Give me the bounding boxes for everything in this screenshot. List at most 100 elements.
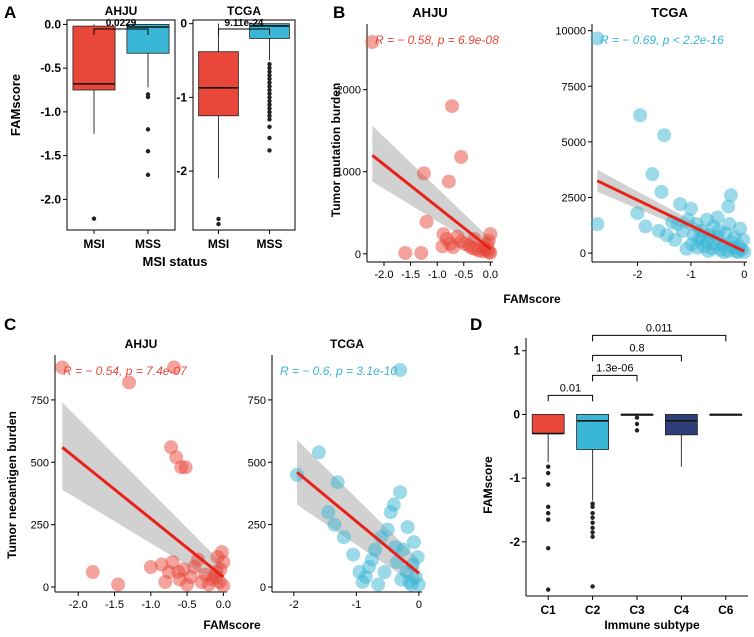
box-outlier-point [590, 525, 595, 531]
scatter-point [55, 360, 70, 375]
scatter-point [365, 35, 380, 50]
correlation-annotation: R = − 0.6, p = 3.1e-10 [280, 364, 397, 378]
box-outlier-point [546, 510, 551, 516]
box-outlier-point [267, 69, 272, 74]
scatter-point [122, 375, 137, 390]
regression-line [371, 154, 492, 251]
x-tick-label-c2: C2 [585, 603, 601, 617]
y-tick-label: 2000 [337, 85, 361, 97]
x-tick-label: -1 [686, 269, 696, 281]
panel-b-x-axis-title: FAMscore [503, 292, 561, 306]
scatter-point [675, 223, 690, 238]
box-msi [72, 25, 116, 91]
box-c2 [576, 414, 609, 450]
x-tick-label: -1.0 [141, 599, 160, 611]
box-outlier-point [267, 98, 272, 104]
box-outlier-point [145, 149, 151, 154]
scatter-point [143, 560, 158, 575]
x-tick-label: -2.0 [375, 269, 394, 281]
y-tick-label: 250 [248, 520, 266, 532]
x-tick-label-msi: MSI [208, 237, 229, 251]
regression-line [61, 446, 225, 579]
box-outlier-point [546, 504, 551, 510]
comparison-bracket [547, 394, 594, 402]
box-outlier-point [590, 510, 595, 516]
panel-title: TCGA [651, 5, 688, 20]
scatter-point [111, 577, 126, 592]
scatter-point [167, 360, 182, 375]
scatter-point [683, 201, 698, 216]
scatter-point [699, 212, 714, 227]
panel-title: AHJU [105, 4, 138, 18]
confidence-band [297, 439, 419, 588]
scatter-point [346, 547, 361, 562]
scatter-point [406, 535, 421, 550]
panel-c-ahju-scatter: AHJU 0 250 500 750 -2.0 -1.5 -1.0 -0.5 0.0 R = − 0… [31, 337, 231, 611]
panel-d-y-axis-title: FAMscore [481, 456, 495, 514]
box-outlier-point [634, 428, 640, 433]
scatter-point [416, 166, 431, 181]
box-outlier-point [267, 135, 272, 141]
panel-title: TCGA [227, 4, 261, 18]
comparison-bracket [93, 28, 149, 35]
box-outlier-point [145, 94, 151, 100]
box-outlier-point [267, 87, 272, 93]
panel-frame [192, 19, 296, 231]
box-outlier-point [267, 109, 272, 115]
y-tick-label: -2.0 [40, 192, 61, 206]
scatter-point [414, 245, 429, 260]
scatter-point [400, 520, 415, 535]
box-outlier-point [267, 62, 272, 67]
scatter-point [727, 230, 742, 245]
confidence-band [62, 402, 224, 588]
scatter-point [336, 530, 351, 545]
x-tick-label: -1 [351, 599, 361, 611]
scatter-point [377, 565, 392, 580]
scatter-point [723, 188, 738, 203]
scatter-point [721, 199, 736, 214]
box-outlier-point [590, 520, 595, 525]
scatter-point [171, 565, 186, 580]
comparison-bracket [218, 28, 270, 35]
scatter-point [654, 184, 669, 199]
panel-label-d: D [470, 315, 482, 334]
box-outlier-point [546, 587, 551, 592]
y-tick-label: 1000 [337, 167, 361, 179]
scatter-point [590, 31, 605, 46]
scatter-point [352, 565, 367, 580]
y-tick-label: 250 [31, 520, 49, 532]
panel-d-immune-subtype-boxplot: 1 0 -1 -2 C1 C2 C3 C4 C6 0.01 1.3e-06 0.80.011 [509, 322, 748, 617]
x-tick-label-c3: C3 [629, 603, 645, 617]
scatter-point [722, 217, 737, 232]
panel-label-c: C [4, 315, 16, 334]
scatter-point [441, 174, 456, 189]
box-outlier-point [634, 421, 640, 427]
comparison-bracket [592, 354, 682, 362]
y-tick-label: 500 [31, 457, 49, 469]
scatter-point [190, 552, 205, 567]
panel-a-y-axis-title: FAMscore [8, 74, 23, 136]
scatter-point [419, 214, 434, 229]
y-tick-label: 7500 [562, 81, 586, 93]
y-tick-label: 500 [248, 457, 266, 469]
box-outlier-point [267, 84, 272, 89]
regression-line [296, 471, 420, 575]
panel-b-tcga-scatter: TCGA 0 2500 5000 7500 10000 -2 -1 0 R = − 0.69, p… [555, 5, 752, 281]
x-tick-label: 0 [741, 269, 747, 281]
box-outlier-point [267, 65, 272, 71]
box-outlier-point [546, 470, 551, 476]
scatter-point [311, 445, 326, 460]
x-tick-label-mss: MSS [135, 237, 161, 251]
box-outlier-point [546, 517, 551, 522]
comparison-p-value: 0.011 [646, 322, 673, 334]
y-tick-label: 10000 [555, 26, 586, 38]
box-outlier-point [145, 172, 151, 178]
correlation-annotation: R = − 0.69, p < 2.2e-16 [600, 33, 724, 47]
y-tick-label: 0 [513, 407, 520, 421]
x-tick-label: -1.0 [428, 269, 447, 281]
y-tick-label: 0 [260, 582, 266, 594]
scatter-point [393, 362, 408, 377]
y-tick-label: -1.5 [40, 149, 61, 163]
scatter-point [330, 475, 345, 490]
correlation-annotation: R = − 0.54, p = 7.4e-07 [63, 364, 188, 378]
